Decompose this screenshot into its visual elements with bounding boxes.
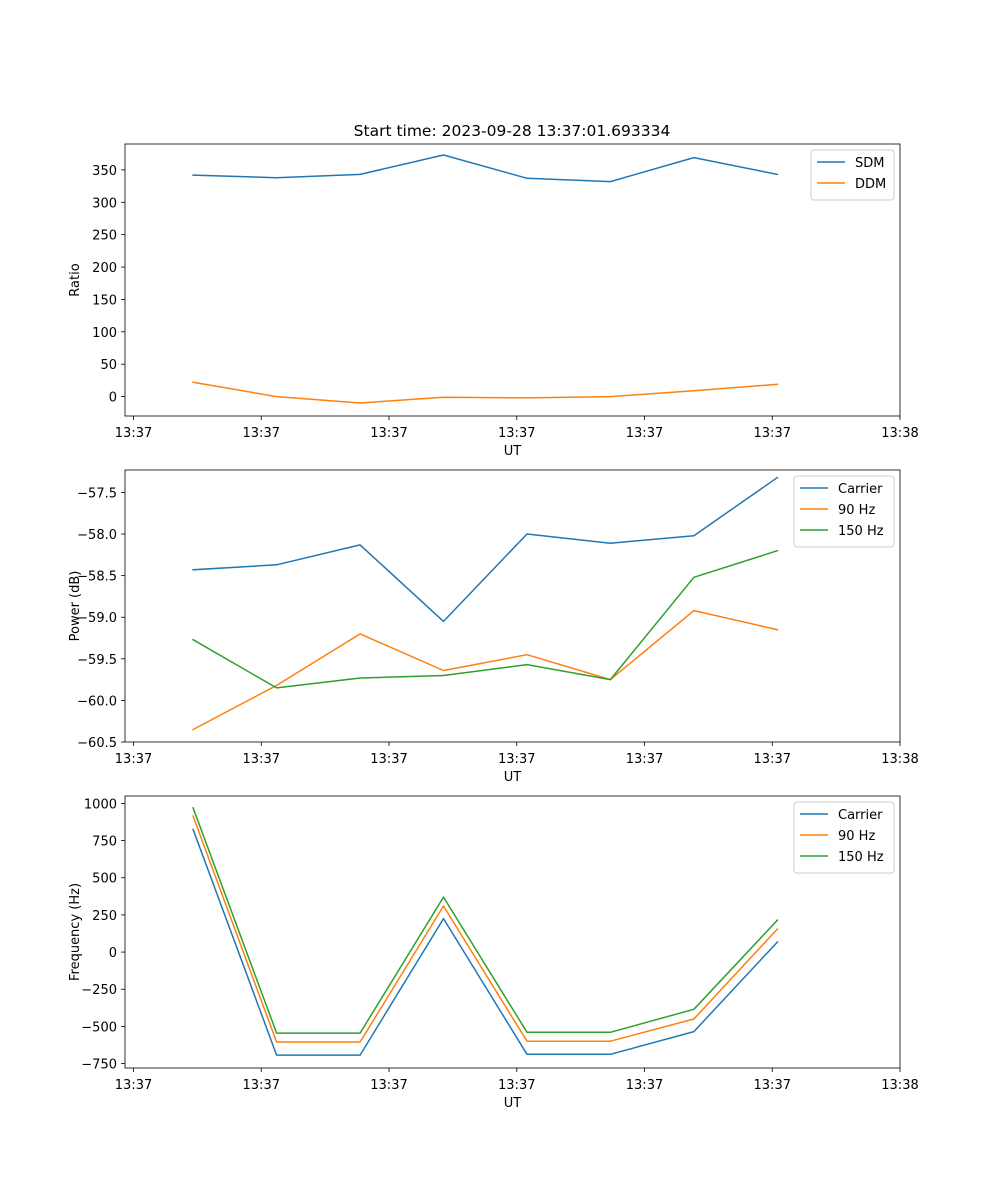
power-x-tick-label: 13:37 xyxy=(626,752,663,767)
frequency-y-tick-label: 1000 xyxy=(84,797,117,812)
power-y-axis-title: Power (dB) xyxy=(68,571,83,642)
frequency-legend-label: 150 Hz xyxy=(838,850,884,865)
ratio-x-tick-label: 13:37 xyxy=(626,426,663,441)
power-panel: 13:37 13:37 13:37 13:37 13:37 13:37 13:38 −60.5… xyxy=(68,469,919,785)
power-series-150-hz xyxy=(192,549,779,689)
ratio-x-tick-label: 13:37 xyxy=(754,426,791,441)
ratio-y-tick-label: 250 xyxy=(92,229,117,244)
frequency-legend-label: 90 Hz xyxy=(838,829,875,844)
ratio-panel: 13:37 13:37 13:37 13:37 13:37 13:37 13:38 0 50 10… xyxy=(68,143,919,459)
ratio-legend: SDM DDM xyxy=(810,149,895,201)
frequency-x-tick-label: 13:37 xyxy=(243,1078,280,1093)
frequency-panel: 13:37 13:37 13:37 13:37 13:37 13:37 13:38 −750 −… xyxy=(68,795,919,1111)
power-legend: Carrier 90 Hz 150 Hz xyxy=(793,475,895,548)
figure-title: Start time: 2023-09-28 13:37:01.693334 xyxy=(354,122,671,140)
power-x-axis-title: UT xyxy=(504,770,522,785)
ratio-y-tick-label: 50 xyxy=(100,358,117,373)
power-series-carrier xyxy=(192,476,779,623)
frequency-x-tick-label: 13:37 xyxy=(115,1078,152,1093)
power-x-tick-label: 13:37 xyxy=(115,752,152,767)
frequency-x-tick-label: 13:37 xyxy=(498,1078,535,1093)
frequency-y-tick-label: 0 xyxy=(109,946,117,961)
frequency-x-tick-label: 13:37 xyxy=(754,1078,791,1093)
ratio-series-sdm xyxy=(192,154,779,183)
ratio-y-axis-title: Ratio xyxy=(68,263,83,296)
power-x-tick-label: 13:37 xyxy=(243,752,280,767)
frequency-y-axis-title: Frequency (Hz) xyxy=(68,883,83,981)
frequency-y-tick-label: 500 xyxy=(92,872,117,887)
frequency-legend-label: Carrier xyxy=(838,808,883,823)
ratio-axes-frame xyxy=(124,143,901,417)
frequency-legend: Carrier 90 Hz 150 Hz xyxy=(793,801,895,874)
ratio-y-tick-label: 100 xyxy=(92,326,117,341)
ratio-x-tick-label: 13:37 xyxy=(243,426,280,441)
ratio-x-tick-label: 13:37 xyxy=(498,426,535,441)
ratio-y-tick-label: 200 xyxy=(92,261,117,276)
power-y-tick-label: −59.0 xyxy=(77,611,117,626)
power-y-tick-label: −57.5 xyxy=(77,486,117,501)
ratio-legend-label: SDM xyxy=(855,156,884,171)
ratio-y-tick-label: 300 xyxy=(92,196,117,211)
frequency-y-tick-label: 750 xyxy=(92,835,117,850)
power-y-tick-label: −60.5 xyxy=(77,736,117,751)
ratio-x-tick-label: 13:37 xyxy=(115,426,152,441)
ratio-y-tick-label: 150 xyxy=(92,293,117,308)
power-x-tick-label: 13:37 xyxy=(498,752,535,767)
frequency-x-tick-label: 13:38 xyxy=(881,1078,918,1093)
ratio-x-axis-title: UT xyxy=(504,444,522,459)
power-y-tick-label: −60.0 xyxy=(77,694,117,709)
power-legend-label: 90 Hz xyxy=(838,503,875,518)
ratio-x-tick-label: 13:37 xyxy=(370,426,407,441)
ratio-legend-label: DDM xyxy=(855,177,886,192)
power-axes-frame xyxy=(124,469,901,743)
power-x-tick-label: 13:37 xyxy=(754,752,791,767)
ratio-y-tick-label: 350 xyxy=(92,164,117,179)
ratio-x-tick-label: 13:38 xyxy=(881,426,918,441)
frequency-y-tick-label: −250 xyxy=(81,983,117,998)
frequency-series-90-hz xyxy=(192,815,779,1043)
power-x-tick-label: 13:38 xyxy=(881,752,918,767)
frequency-x-axis-title: UT xyxy=(504,1096,522,1111)
frequency-axes-frame xyxy=(124,795,901,1069)
frequency-x-tick-label: 13:37 xyxy=(370,1078,407,1093)
power-x-tick-label: 13:37 xyxy=(370,752,407,767)
ratio-y-tick-label: 0 xyxy=(109,391,117,406)
frequency-y-tick-label: −500 xyxy=(81,1020,117,1035)
frequency-x-tick-label: 13:37 xyxy=(626,1078,663,1093)
frequency-series-carrier xyxy=(192,828,779,1056)
frequency-series-150-hz xyxy=(192,806,779,1034)
power-y-tick-label: −58.5 xyxy=(77,570,117,585)
power-y-tick-label: −58.0 xyxy=(77,528,117,543)
power-series-90-hz xyxy=(192,609,779,731)
power-y-tick-label: −59.5 xyxy=(77,653,117,668)
frequency-y-tick-label: 250 xyxy=(92,909,117,924)
power-legend-label: Carrier xyxy=(838,482,883,497)
frequency-y-tick-label: −750 xyxy=(81,1058,117,1073)
ratio-series-ddm xyxy=(192,381,779,404)
power-legend-label: 150 Hz xyxy=(838,524,884,539)
